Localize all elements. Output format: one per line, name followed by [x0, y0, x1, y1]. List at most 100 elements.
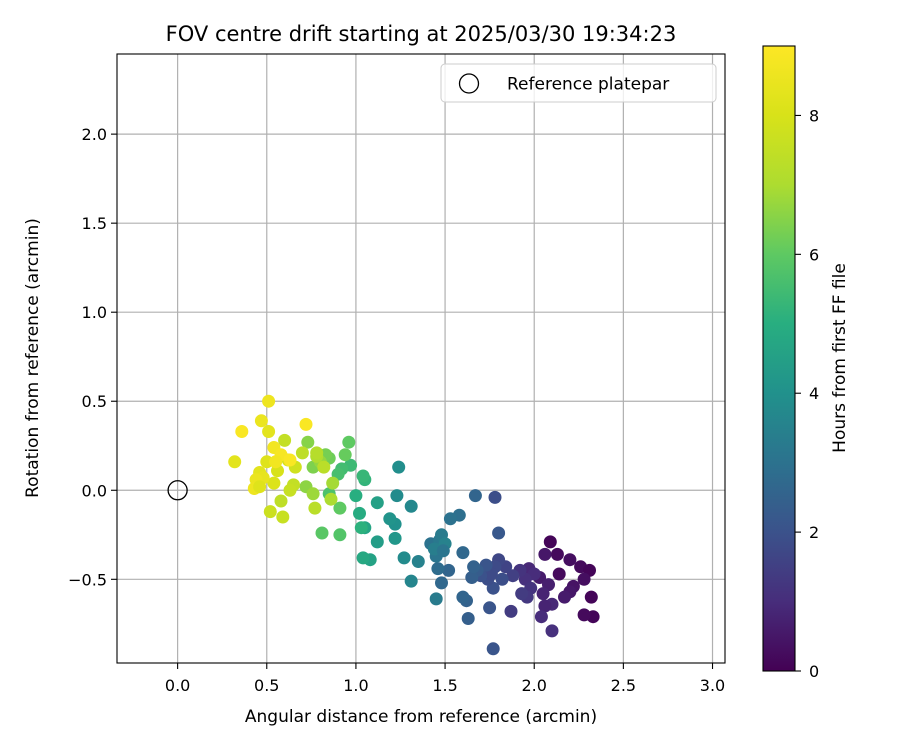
data-point: [442, 563, 456, 577]
data-point: [356, 551, 370, 565]
data-point: [310, 446, 324, 460]
reference-platepar-marker: [167, 480, 188, 501]
data-point: [411, 555, 425, 568]
data-points: [167, 394, 600, 656]
y-axis: −0.5 0.0 0.5 1.0 1.5 2.0: [68, 125, 117, 589]
data-point: [545, 624, 559, 638]
x-tick-label: 0.5: [254, 676, 279, 695]
colorbar-ticks: 0 2 4 6 8: [795, 106, 819, 681]
data-point: [392, 460, 406, 474]
data-point: [584, 590, 598, 604]
data-point: [333, 528, 347, 542]
data-point: [515, 587, 529, 601]
data-point: [404, 499, 418, 513]
data-point: [262, 394, 276, 408]
data-point: [324, 492, 338, 506]
data-point: [538, 599, 552, 613]
colorbar-tick-label: 2: [809, 523, 819, 542]
colorbar-tick-label: 4: [809, 384, 819, 403]
data-point: [383, 512, 397, 526]
y-tick-label: 0.0: [82, 481, 107, 500]
data-point: [262, 425, 276, 438]
data-point: [397, 551, 411, 565]
x-tick-label: 1.5: [432, 676, 457, 695]
data-point: [550, 547, 564, 561]
data-point: [306, 487, 320, 501]
data-point: [267, 476, 281, 490]
data-point: [536, 587, 550, 601]
data-point: [436, 544, 450, 558]
data-point: [563, 553, 577, 567]
data-point: [356, 469, 370, 483]
y-tick-label: 0.5: [82, 392, 107, 411]
data-point: [577, 608, 591, 622]
data-point: [483, 601, 497, 615]
x-tick-label: 0.0: [165, 676, 190, 695]
data-point: [431, 562, 445, 576]
data-point: [338, 448, 352, 462]
data-point: [308, 501, 322, 515]
data-point: [495, 572, 509, 586]
y-axis-label: Rotation from reference (arcmin): [23, 218, 43, 498]
x-axis-label: Angular distance from reference (arcmin): [245, 707, 597, 727]
legend-box: [440, 63, 717, 103]
data-point: [435, 576, 448, 590]
data-point: [465, 571, 479, 584]
x-tick-label: 3.0: [700, 676, 725, 695]
data-point: [263, 505, 277, 519]
data-point: [577, 572, 591, 586]
data-point: [558, 590, 571, 604]
data-point: [353, 506, 366, 520]
colorbar-tick-label: 6: [809, 245, 819, 264]
data-point: [354, 521, 368, 535]
data-point: [301, 435, 315, 449]
data-point: [326, 476, 340, 490]
data-point: [506, 569, 520, 583]
grid-lines: [117, 54, 725, 663]
plot-frame: [116, 53, 726, 664]
data-point: [269, 455, 283, 469]
legend-marker-reference: [458, 73, 480, 94]
x-tick-label: 2.5: [611, 676, 636, 695]
data-point: [315, 526, 329, 540]
colorbar-tick-label: 0: [809, 662, 819, 681]
data-point: [276, 510, 290, 524]
data-point: [488, 490, 502, 504]
data-point: [253, 480, 267, 494]
data-point: [278, 433, 292, 447]
colorbar: 0 2 4 6 8 Hours from first FF file: [762, 45, 850, 681]
data-point: [254, 414, 268, 428]
data-point: [274, 494, 288, 508]
data-point: [456, 590, 470, 604]
chart-title: FOV centre drift starting at 2025/03/30 …: [166, 22, 677, 46]
data-point: [468, 489, 482, 503]
y-tick-label: −0.5: [68, 570, 107, 589]
data-point: [342, 435, 356, 449]
data-point: [492, 526, 506, 540]
data-point: [333, 501, 347, 515]
colorbar-tick-label: 8: [809, 106, 819, 125]
data-point: [443, 512, 457, 526]
colorbar-frame: [762, 45, 796, 672]
data-point: [349, 489, 363, 503]
data-point: [370, 496, 384, 510]
legend-entry-reference: Reference platepar: [507, 75, 669, 95]
data-point: [543, 535, 557, 549]
data-point: [370, 535, 384, 549]
data-point: [404, 574, 418, 588]
data-point: [283, 453, 297, 467]
data-point: [228, 455, 242, 469]
data-point: [390, 489, 404, 503]
legend: Reference platepar: [440, 63, 717, 103]
data-point: [235, 425, 249, 438]
colorbar-gradient: [763, 46, 795, 671]
colorbar-label: Hours from first FF file: [830, 263, 850, 453]
data-point: [260, 455, 274, 469]
data-point: [467, 560, 481, 574]
y-tick-label: 1.5: [82, 214, 107, 233]
data-point: [486, 642, 500, 656]
y-tick-label: 1.0: [82, 303, 107, 322]
data-point: [299, 417, 313, 431]
data-point: [429, 592, 443, 606]
